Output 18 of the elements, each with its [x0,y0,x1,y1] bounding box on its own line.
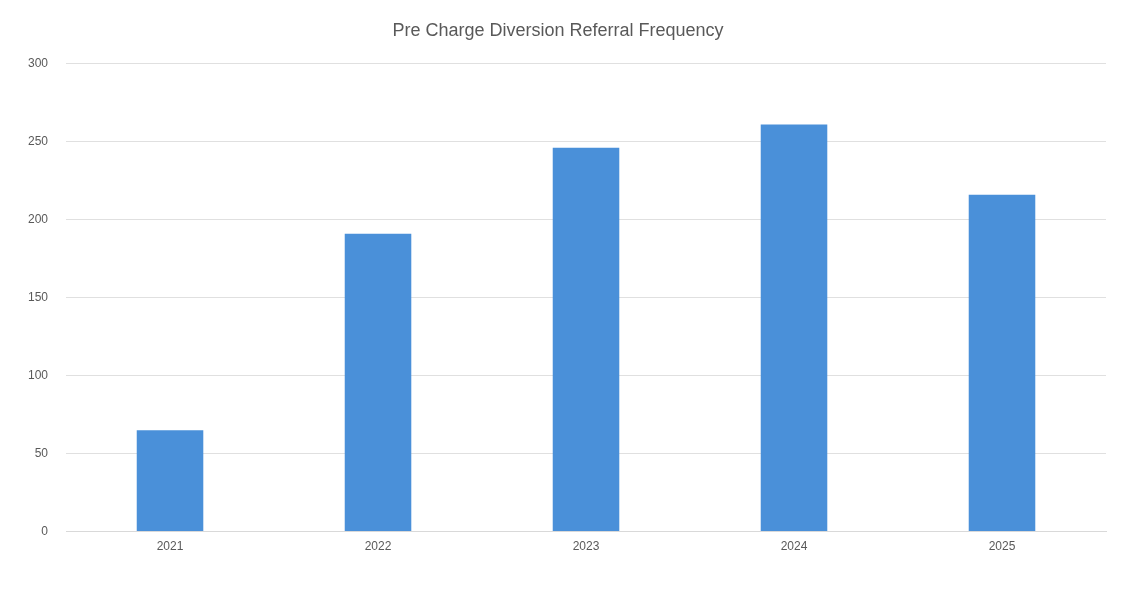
y-tick-label: 0 [41,523,49,538]
x-tick-label: 2023 [572,539,600,554]
bar [760,124,828,532]
y-tick-label: 250 [27,133,49,148]
y-tick-label: 100 [27,367,49,382]
chart-title: Pre Charge Diversion Referral Frequency [392,19,724,40]
x-tick-label: 2022 [364,539,392,554]
y-tick-label: 150 [27,289,49,304]
bar [552,147,620,532]
x-tick-label: 2024 [780,539,808,554]
y-tick-label: 200 [27,211,49,226]
bar [968,194,1036,532]
bar [136,430,204,532]
bar [344,233,412,532]
y-tick-label: 50 [34,445,49,460]
y-tick-label: 300 [27,55,49,70]
x-tick-label: 2025 [988,539,1016,554]
x-tick-label: 2021 [156,539,184,554]
